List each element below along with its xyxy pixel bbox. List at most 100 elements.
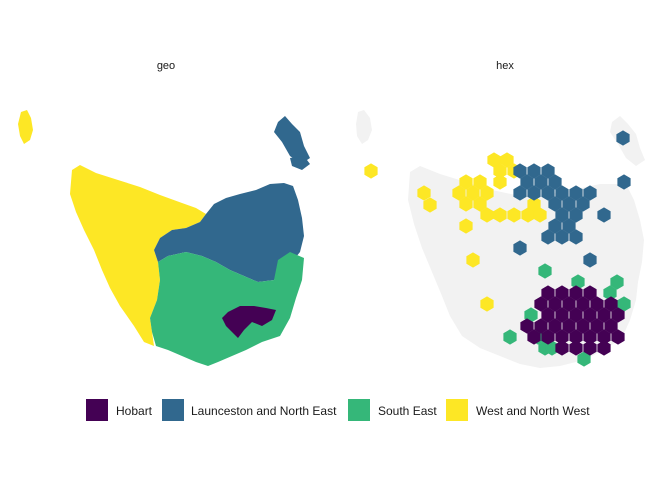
- hex-tile-hobart: [611, 307, 625, 323]
- hex-tile-hobart: [541, 307, 555, 323]
- hex-tile-west-north-west: [423, 197, 437, 213]
- legend-label-launceston: Launceston and North East: [191, 404, 337, 418]
- hex-tile-south-east: [617, 296, 631, 312]
- hex-tile-launceston: [513, 185, 527, 201]
- hex-tile-launceston: [555, 207, 569, 223]
- hex-tile-west-north-west: [533, 207, 547, 223]
- hex-tile-hobart: [576, 318, 590, 334]
- hex-tile-south-east: [524, 307, 538, 323]
- hex-tile-west-north-west: [459, 218, 473, 234]
- hex-tile-hobart: [597, 340, 611, 356]
- hex-tile-hobart: [534, 296, 548, 312]
- hex-tile-hobart: [590, 318, 604, 334]
- hex-tile-hobart: [562, 296, 576, 312]
- hex-tiles: [364, 130, 631, 367]
- hex-tile-west-north-west: [521, 207, 535, 223]
- hex-tile-south-east: [571, 274, 585, 290]
- hex-tile-hobart: [562, 318, 576, 334]
- hex-tile-hobart: [583, 285, 597, 301]
- hex-tile-launceston: [617, 174, 631, 190]
- hex-tile-launceston: [569, 207, 583, 223]
- hex-tile-west-north-west: [493, 174, 507, 190]
- hex-tile-launceston: [562, 218, 576, 234]
- hex-tile-launceston: [527, 163, 541, 179]
- hex-tile-west-north-west: [473, 174, 487, 190]
- hex-tile-launceston: [562, 196, 576, 212]
- hex-tile-launceston: [541, 229, 555, 245]
- hex-tile-hobart: [520, 318, 534, 334]
- hex-tile-hobart: [597, 329, 611, 345]
- region-south-east: [150, 252, 304, 366]
- hex-tile-launceston: [576, 196, 590, 212]
- hex-tile-west-north-west: [527, 196, 541, 212]
- region-hobart: [222, 306, 276, 338]
- region-flinders-island: [274, 116, 310, 164]
- hex-tile-south-east: [545, 340, 559, 356]
- hex-tile-south-east: [503, 329, 517, 345]
- hex-tile-hobart: [541, 285, 555, 301]
- hex-tile-south-east: [577, 351, 591, 367]
- hex-tile-hobart: [583, 329, 597, 345]
- hex-tile-launceston: [555, 229, 569, 245]
- hex-tile-west-north-west: [417, 185, 431, 201]
- legend-item-hobart: Hobart: [86, 399, 153, 421]
- hex-tile-west-north-west: [500, 152, 514, 168]
- hex-tile-hobart: [604, 296, 618, 312]
- hex-map-panel: [356, 110, 645, 368]
- hex-tile-launceston: [513, 163, 527, 179]
- hex-tile-launceston: [597, 207, 611, 223]
- region-cape-barren-island: [290, 156, 310, 170]
- hex-tile-south-east: [538, 263, 552, 279]
- legend-key-west-north-west: [446, 399, 468, 421]
- hex-tile-west-north-west: [473, 196, 487, 212]
- legend: Hobart Launceston and North East South E…: [86, 399, 590, 421]
- hex-tile-hobart: [555, 329, 569, 345]
- hex-tile-hobart: [541, 329, 555, 345]
- legend-label-south-east: South East: [378, 404, 437, 418]
- hex-tile-west-north-west: [480, 207, 494, 223]
- hex-tile-launceston: [548, 174, 562, 190]
- facet-title-hex: hex: [496, 60, 514, 72]
- hex-tile-west-north-west: [480, 296, 494, 312]
- hex-tile-launceston: [527, 185, 541, 201]
- hex-tile-hobart: [555, 307, 569, 323]
- hex-tile-west-north-west: [364, 163, 378, 179]
- hex-basemap-king-island: [356, 110, 372, 144]
- hex-tile-launceston: [583, 185, 597, 201]
- hex-tile-west-north-west: [459, 174, 473, 190]
- hex-tile-launceston: [534, 174, 548, 190]
- legend-item-south-east: South East: [348, 399, 437, 421]
- hex-tile-west-north-west: [493, 163, 507, 179]
- hex-tile-hobart: [604, 318, 618, 334]
- legend-item-west-north-west: West and North West: [446, 399, 590, 421]
- hex-tile-hobart: [569, 285, 583, 301]
- hex-tile-hobart: [611, 329, 625, 345]
- hex-tile-west-north-west: [507, 207, 521, 223]
- hex-tile-south-east: [603, 285, 617, 301]
- hex-tile-launceston: [616, 130, 630, 146]
- hex-tile-hobart: [569, 307, 583, 323]
- hex-tile-hobart: [527, 329, 541, 345]
- legend-label-west-north-west: West and North West: [476, 404, 590, 418]
- hex-tile-west-north-west: [480, 185, 494, 201]
- hex-tile-launceston: [569, 185, 583, 201]
- hex-tile-hobart: [569, 329, 583, 345]
- hex-tile-hobart: [576, 296, 590, 312]
- legend-item-launceston: Launceston and North East: [162, 399, 337, 421]
- legend-key-hobart: [86, 399, 108, 421]
- facet-title-geo: geo: [157, 60, 175, 72]
- hex-tile-hobart: [534, 318, 548, 334]
- hex-tile-hobart: [569, 340, 583, 356]
- hex-tile-launceston: [548, 218, 562, 234]
- hex-tile-hobart: [555, 340, 569, 356]
- hex-tile-west-north-west: [493, 207, 507, 223]
- hex-tile-west-north-west: [487, 152, 501, 168]
- legend-label-hobart: Hobart: [116, 404, 153, 418]
- hex-tile-west-north-west: [466, 185, 480, 201]
- hex-tile-launceston: [583, 252, 597, 268]
- legend-key-south-east: [348, 399, 370, 421]
- hex-tile-west-north-west: [466, 252, 480, 268]
- hex-tile-hobart: [590, 296, 604, 312]
- hex-tile-hobart: [548, 318, 562, 334]
